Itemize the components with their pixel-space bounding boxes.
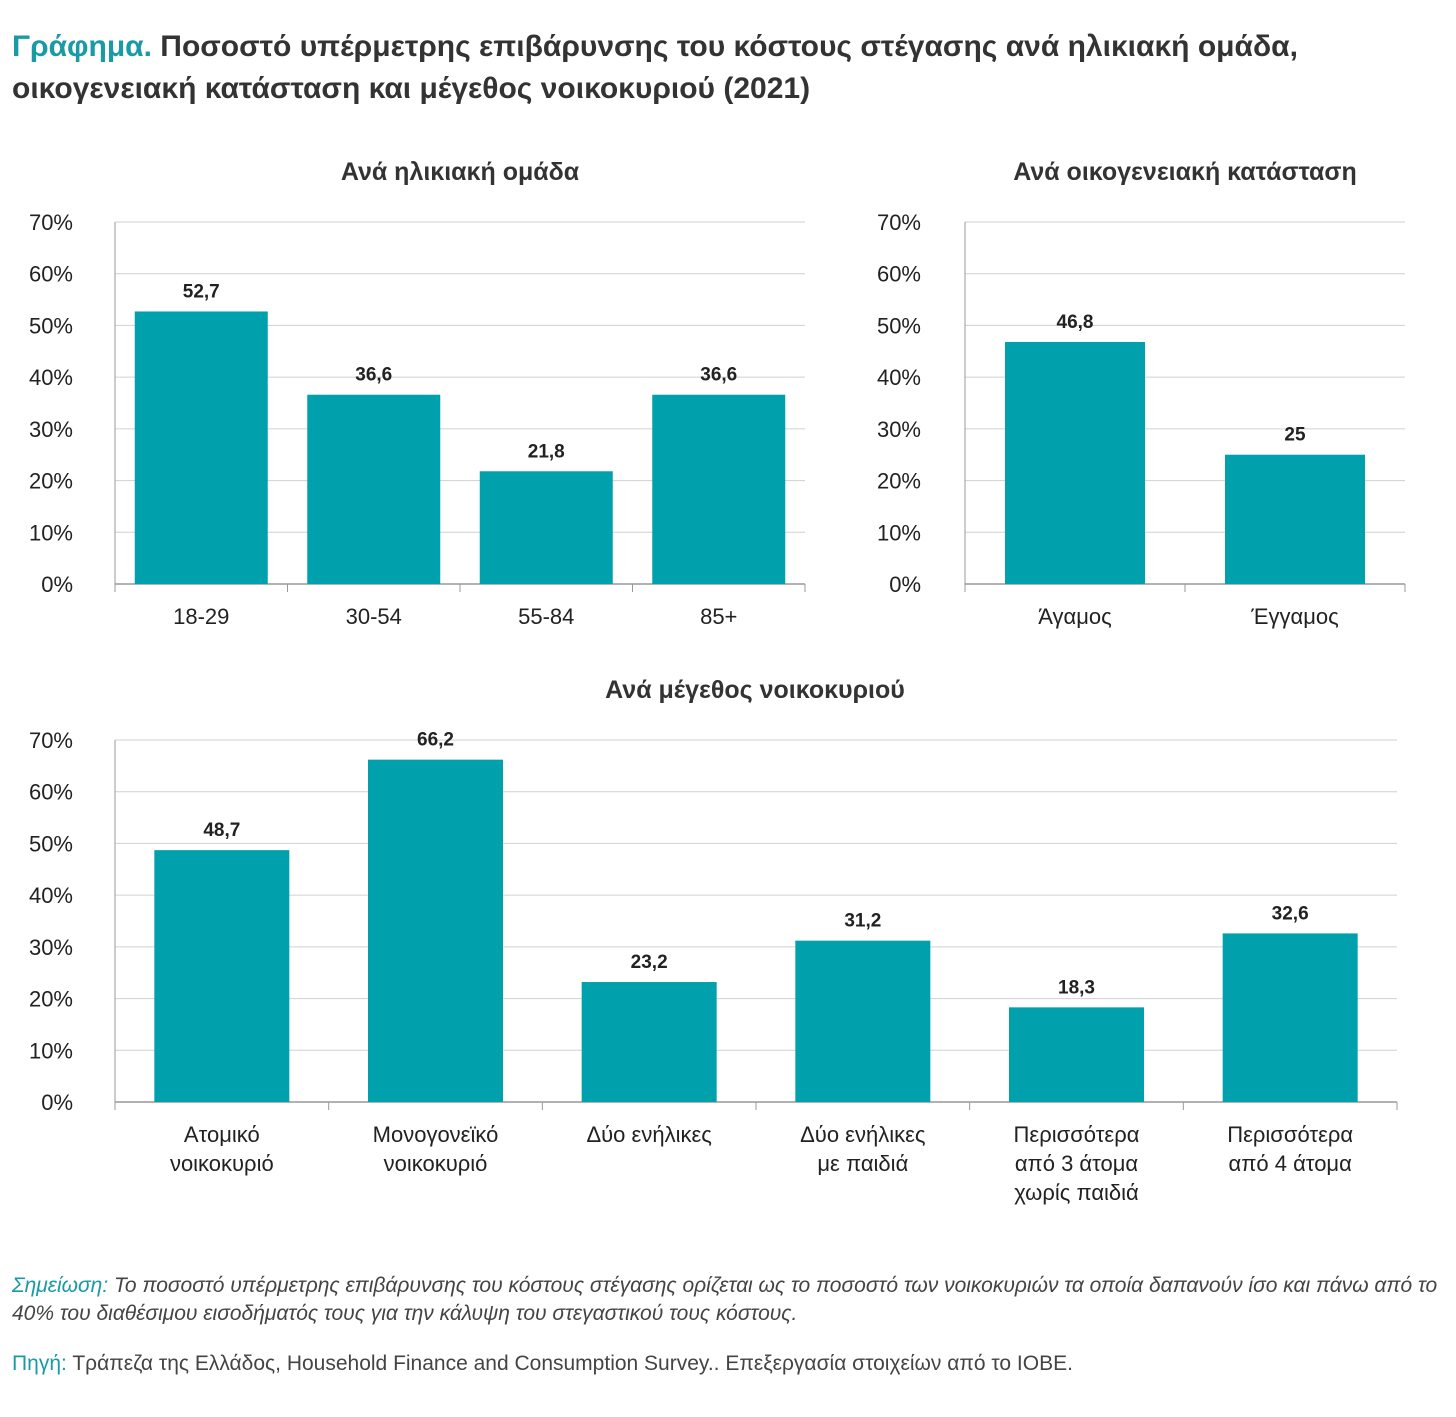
household-y-tick-label: 10% bbox=[29, 1038, 73, 1063]
marital-y-tick-label: 10% bbox=[877, 520, 921, 545]
figure-title: Γράφημα. Ποσοστό υπέρμετρης επιβάρυνσης … bbox=[12, 26, 1432, 110]
household-category-label: Δύο ενήλικες bbox=[586, 1122, 711, 1147]
panel-title-age: Ανά ηλικιακή ομάδα bbox=[340, 158, 580, 186]
panel-title-household: Ανά μέγεθος νοικοκυριού bbox=[605, 676, 905, 704]
household-category-label: Μονογονεϊκό bbox=[373, 1122, 499, 1147]
household-y-tick-label: 0% bbox=[41, 1090, 73, 1115]
age-category-label: 30-54 bbox=[346, 604, 402, 629]
marital-bar bbox=[1005, 341, 1145, 584]
household-bar bbox=[154, 850, 290, 1102]
household-data-label: 31,2 bbox=[844, 911, 881, 932]
age-category-label: 18-29 bbox=[173, 604, 229, 629]
age-y-tick-label: 10% bbox=[29, 520, 73, 545]
footnote-label: Σημείωση: bbox=[12, 1274, 109, 1297]
household-data-label: 66,2 bbox=[417, 730, 454, 751]
age-bar bbox=[652, 394, 786, 584]
household-bar bbox=[795, 940, 931, 1102]
household-category-label: νοικοκυριό bbox=[170, 1151, 274, 1176]
household-category-label: Ατομικό bbox=[184, 1122, 260, 1147]
household-category-label: Περισσότερα bbox=[1227, 1122, 1353, 1147]
age-y-tick-label: 30% bbox=[29, 417, 73, 442]
household-y-tick-label: 40% bbox=[29, 883, 73, 908]
age-data-label: 36,6 bbox=[700, 365, 737, 386]
figure-title-text: Ποσοστό υπέρμετρης επιβάρυνσης του κόστο… bbox=[12, 30, 1298, 105]
age-data-label: 52,7 bbox=[183, 281, 220, 302]
household-bar bbox=[1009, 1007, 1144, 1102]
age-y-tick-label: 0% bbox=[41, 572, 73, 597]
age-category-label: 85+ bbox=[700, 604, 737, 629]
source-label: Πηγή: bbox=[12, 1352, 67, 1375]
marital-category-label: Άγαμος bbox=[1038, 604, 1112, 629]
household-y-tick-label: 60% bbox=[29, 780, 73, 805]
household-category-label: Περισσότερα bbox=[1014, 1122, 1140, 1147]
household-y-tick-label: 70% bbox=[29, 728, 73, 753]
marital-bar bbox=[1225, 454, 1365, 584]
marital-y-tick-label: 30% bbox=[877, 417, 921, 442]
age-y-tick-label: 40% bbox=[29, 365, 73, 390]
marital-y-tick-label: 70% bbox=[877, 210, 921, 235]
household-category-label: με παιδιά bbox=[817, 1151, 908, 1176]
household-category-label: από 3 άτομα bbox=[1015, 1151, 1139, 1176]
household-category-label: χωρίς παιδιά bbox=[1014, 1180, 1139, 1205]
panel-title-marital: Ανά οικογενειακή κατάσταση bbox=[1013, 158, 1357, 186]
marital-y-tick-label: 0% bbox=[889, 572, 921, 597]
household-data-label: 48,7 bbox=[203, 820, 240, 841]
age-data-label: 21,8 bbox=[528, 441, 565, 462]
age-bar bbox=[307, 394, 441, 584]
age-bar bbox=[479, 471, 613, 584]
age-data-label: 36,6 bbox=[355, 365, 392, 386]
household-category-label: από 4 άτομα bbox=[1229, 1151, 1353, 1176]
footnote-text: Το ποσοστό υπέρμετρης επιβάρυνσης του κό… bbox=[12, 1274, 1438, 1325]
age-y-tick-label: 70% bbox=[29, 210, 73, 235]
footnote: Σημείωση: Το ποσοστό υπέρμετρης επιβάρυν… bbox=[12, 1272, 1452, 1328]
household-category-label: Δύο ενήλικες bbox=[800, 1122, 925, 1147]
age-y-tick-label: 60% bbox=[29, 262, 73, 287]
household-bar bbox=[1222, 933, 1358, 1102]
marital-y-tick-label: 20% bbox=[877, 469, 921, 494]
age-bar bbox=[134, 311, 268, 584]
figure-title-lead: Γράφημα. bbox=[12, 30, 152, 63]
marital-y-tick-label: 60% bbox=[877, 262, 921, 287]
age-y-tick-label: 50% bbox=[29, 313, 73, 338]
household-y-tick-label: 50% bbox=[29, 831, 73, 856]
age-y-tick-label: 20% bbox=[29, 469, 73, 494]
age-category-label: 55-84 bbox=[518, 604, 574, 629]
household-y-tick-label: 30% bbox=[29, 935, 73, 960]
household-category-label: νοικοκυριό bbox=[384, 1151, 488, 1176]
household-y-tick-label: 20% bbox=[29, 987, 73, 1012]
marital-data-label: 25 bbox=[1284, 425, 1306, 446]
household-bar bbox=[368, 759, 503, 1102]
household-data-label: 23,2 bbox=[631, 952, 668, 973]
household-bar bbox=[581, 982, 717, 1102]
marital-data-label: 46,8 bbox=[1057, 312, 1094, 333]
source-line: Πηγή: Τράπεζα της Ελλάδος, Household Fin… bbox=[12, 1350, 1452, 1378]
source-text: Τράπεζα της Ελλάδος, Household Finance a… bbox=[66, 1352, 1073, 1375]
marital-y-tick-label: 50% bbox=[877, 313, 921, 338]
household-data-label: 18,3 bbox=[1058, 977, 1095, 998]
household-data-label: 32,6 bbox=[1272, 903, 1309, 924]
marital-category-label: Έγγαμος bbox=[1250, 604, 1338, 629]
marital-y-tick-label: 40% bbox=[877, 365, 921, 390]
